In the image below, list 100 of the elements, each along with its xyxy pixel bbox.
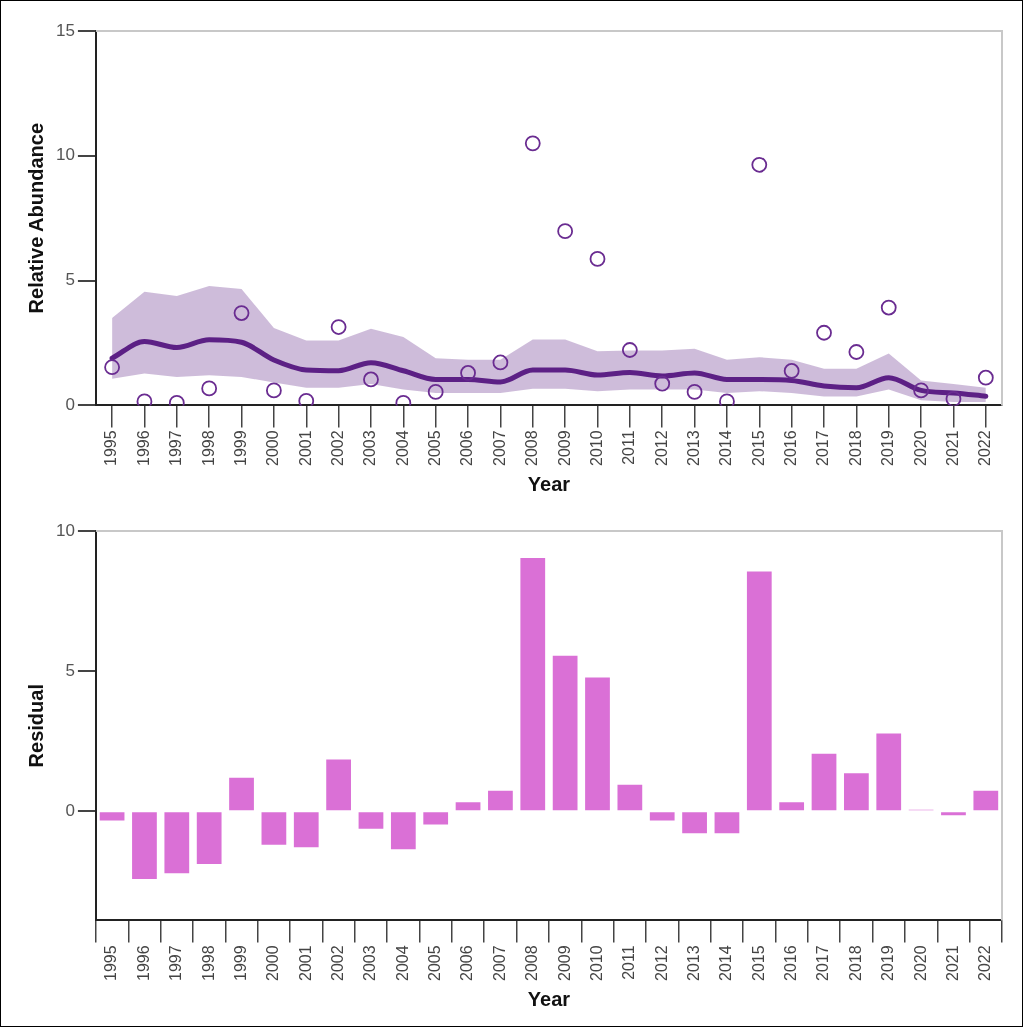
bar bbox=[488, 790, 513, 811]
x-tick-label: 2018 bbox=[846, 430, 864, 466]
x-tick-label: 2015 bbox=[749, 945, 767, 981]
bar bbox=[423, 812, 449, 825]
x-tick-label: 2016 bbox=[782, 945, 800, 981]
point bbox=[265, 382, 282, 399]
x-tick-label: 2002 bbox=[329, 430, 347, 466]
bar bbox=[811, 753, 837, 811]
x-tick-label: 2014 bbox=[717, 430, 735, 466]
y-axis-title: Relative Abundance bbox=[24, 122, 47, 314]
x-tick-label: 2004 bbox=[393, 430, 411, 466]
point bbox=[977, 369, 994, 386]
x-tick-label: 2007 bbox=[490, 430, 508, 466]
x-tick-label: 2015 bbox=[749, 430, 767, 466]
x-tick-label: 2012 bbox=[652, 430, 670, 466]
bar bbox=[552, 655, 578, 811]
point bbox=[524, 135, 541, 152]
bar bbox=[164, 812, 190, 874]
point bbox=[654, 375, 671, 392]
x-tick-label: 2016 bbox=[782, 430, 800, 466]
y-tick-label: 10 bbox=[55, 145, 75, 165]
bar bbox=[358, 812, 384, 829]
point bbox=[557, 223, 574, 240]
x-tick-label: 2017 bbox=[814, 945, 832, 981]
bar bbox=[682, 812, 707, 834]
bar bbox=[876, 733, 902, 811]
point bbox=[330, 319, 347, 335]
point bbox=[848, 344, 865, 360]
x-tick-label: 2021 bbox=[943, 945, 961, 981]
point bbox=[201, 380, 218, 397]
x-tick-label: 2012 bbox=[652, 945, 670, 981]
x-tick-label: 2013 bbox=[684, 430, 702, 466]
point bbox=[783, 363, 800, 379]
x-tick-label: 2000 bbox=[264, 430, 282, 466]
point bbox=[621, 342, 638, 358]
bar bbox=[390, 812, 416, 850]
x-tick-label: 2004 bbox=[393, 945, 411, 981]
x-axis-title: Year bbox=[527, 472, 571, 495]
bar bbox=[261, 812, 287, 845]
bar bbox=[132, 812, 157, 879]
bar bbox=[746, 571, 772, 811]
x-tick-label: 2017 bbox=[814, 430, 832, 466]
x-tick-label: 2006 bbox=[458, 945, 476, 981]
bar bbox=[99, 812, 125, 821]
x-tick-label: 2003 bbox=[361, 945, 379, 981]
point bbox=[686, 384, 703, 400]
y-tick-label: 0 bbox=[65, 800, 75, 820]
x-tick-label: 2009 bbox=[555, 430, 573, 466]
bar bbox=[941, 812, 966, 816]
bar bbox=[326, 759, 351, 811]
x-tick-label: 2022 bbox=[976, 430, 994, 466]
x-tick-label: 2009 bbox=[555, 945, 573, 981]
bar bbox=[844, 773, 869, 811]
x-tick-label: 2001 bbox=[296, 945, 314, 981]
point bbox=[492, 354, 509, 371]
point bbox=[719, 393, 735, 406]
x-tick-label: 2018 bbox=[846, 945, 864, 981]
bar bbox=[293, 812, 319, 848]
x-tick-label: 2021 bbox=[943, 430, 961, 466]
x-tick-label: 1998 bbox=[199, 945, 217, 981]
x-tick-label: 1995 bbox=[102, 430, 120, 466]
x-tick-label: 1996 bbox=[134, 430, 152, 466]
x-tick-label: 2014 bbox=[717, 945, 735, 981]
point bbox=[298, 393, 315, 406]
x-tick-label: 2008 bbox=[523, 430, 541, 466]
x-tick-label: 2002 bbox=[329, 945, 347, 981]
point bbox=[104, 359, 120, 376]
x-tick-label: 1996 bbox=[134, 945, 152, 981]
bar bbox=[585, 677, 610, 811]
point bbox=[233, 305, 250, 321]
x-tick-label: 2019 bbox=[879, 945, 897, 981]
x-tick-label: 2003 bbox=[361, 430, 379, 466]
x-tick-label: 2001 bbox=[296, 430, 314, 466]
x-tick-label: 1997 bbox=[167, 430, 185, 466]
x-tick-label: 1999 bbox=[231, 430, 249, 466]
point bbox=[913, 382, 929, 399]
x-tick-label: 1995 bbox=[102, 945, 120, 981]
x-tick-label: 2008 bbox=[523, 945, 541, 981]
point bbox=[945, 391, 962, 406]
point bbox=[460, 365, 476, 381]
x-tick-label: 1998 bbox=[199, 430, 217, 466]
y-tick-label: 5 bbox=[65, 660, 75, 680]
bar bbox=[649, 812, 675, 821]
point bbox=[136, 393, 153, 406]
y-tick-label: 10 bbox=[55, 520, 75, 540]
y-axis-title: Residual bbox=[24, 684, 47, 768]
x-tick-label: 2010 bbox=[587, 430, 605, 466]
x-tick-label: 2007 bbox=[490, 945, 508, 981]
bar bbox=[617, 784, 643, 811]
y-tick-label: 15 bbox=[55, 20, 75, 40]
bar bbox=[973, 790, 999, 811]
bar bbox=[520, 557, 546, 811]
x-tick-label: 2020 bbox=[911, 945, 929, 981]
point bbox=[880, 299, 897, 316]
bar bbox=[714, 812, 740, 834]
x-tick-label: 2005 bbox=[426, 945, 444, 981]
bar bbox=[779, 802, 805, 811]
x-axis-title: Year bbox=[527, 987, 571, 1010]
x-tick-label: 2020 bbox=[911, 430, 929, 466]
x-tick-label: 2011 bbox=[620, 430, 638, 465]
